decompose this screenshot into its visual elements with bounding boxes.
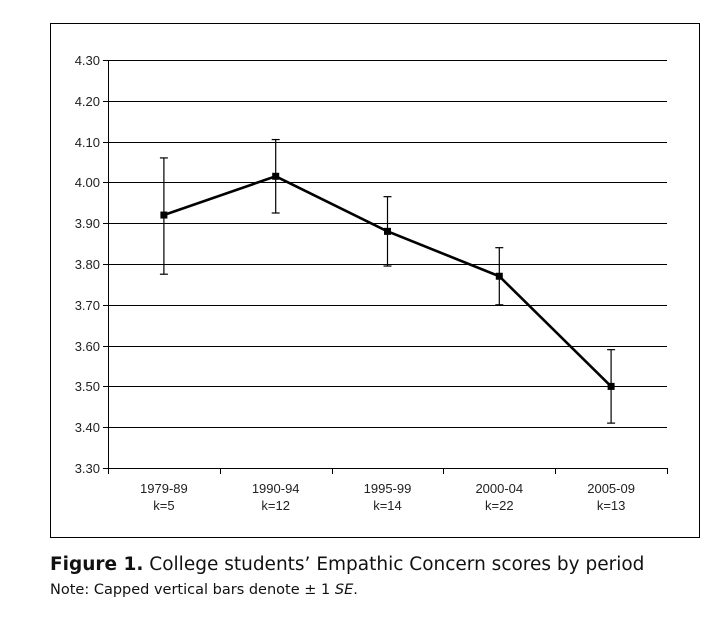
chart: 3.30 3.40 3.50 3.60 3.70 3.80 3.90 4.00 4.10 4.20…	[50, 23, 700, 538]
figure-title: College students’ Empathic Concern score…	[149, 554, 645, 575]
y-tick-label: 3.30	[75, 461, 100, 476]
note-se: SE	[334, 582, 354, 598]
y-tick-label: 4.00	[75, 175, 100, 190]
data-point-marker	[495, 272, 503, 280]
x-tick-label-period: 1990-94	[252, 481, 300, 496]
x-tick-label-period: 2000-04	[475, 481, 523, 496]
x-tick-label-period: 1995-99	[364, 481, 412, 496]
x-tick-label-k: k=12	[261, 498, 290, 513]
y-tick-label: 3.40	[75, 420, 100, 435]
y-tick-label: 4.20	[75, 94, 100, 109]
y-axis-tick-labels: 3.30 3.40 3.50 3.60 3.70 3.80 3.90 4.00 4.10 4.20…	[75, 53, 100, 476]
data-point-marker	[160, 211, 168, 219]
caption-title-line: Figure 1. College students’ Empathic Con…	[50, 553, 700, 577]
axes	[103, 60, 668, 474]
y-tick-label: 4.10	[75, 135, 100, 150]
data-point-marker	[607, 382, 615, 390]
data-point-marker	[384, 227, 391, 235]
x-axis-tick-labels: 1979-89 k=5 1990-94 k=12 1995-99 k=14 2000-04 k…	[140, 481, 635, 513]
y-tick-label: 3.80	[75, 257, 100, 272]
y-tick-label: 3.50	[75, 379, 100, 394]
x-tick-label-period: 1979-89	[140, 481, 188, 496]
chart-border	[50, 23, 700, 538]
caption-note-line: Note: Capped vertical bars denote ± 1 SE…	[50, 579, 700, 601]
figure-label: Figure 1.	[50, 554, 144, 575]
y-tick-label: 4.30	[75, 53, 100, 68]
x-tick-label-period: 2005-09	[587, 481, 635, 496]
y-tick-label: 3.60	[75, 339, 100, 354]
note-prefix: Note: Capped vertical bars denote ± 1	[50, 582, 335, 598]
data-points	[160, 172, 615, 390]
figure-caption: Figure 1. College students’ Empathic Con…	[50, 553, 700, 601]
x-tick-label-k: k=13	[597, 498, 626, 513]
y-tick-label: 3.90	[75, 216, 100, 231]
x-tick-label-k: k=14	[373, 498, 402, 513]
note-suffix: .	[353, 582, 358, 598]
x-tick-label-k: k=22	[485, 498, 514, 513]
data-point-marker	[272, 172, 280, 180]
x-tick-label-k: k=5	[153, 498, 174, 513]
y-tick-label: 3.70	[75, 298, 100, 313]
